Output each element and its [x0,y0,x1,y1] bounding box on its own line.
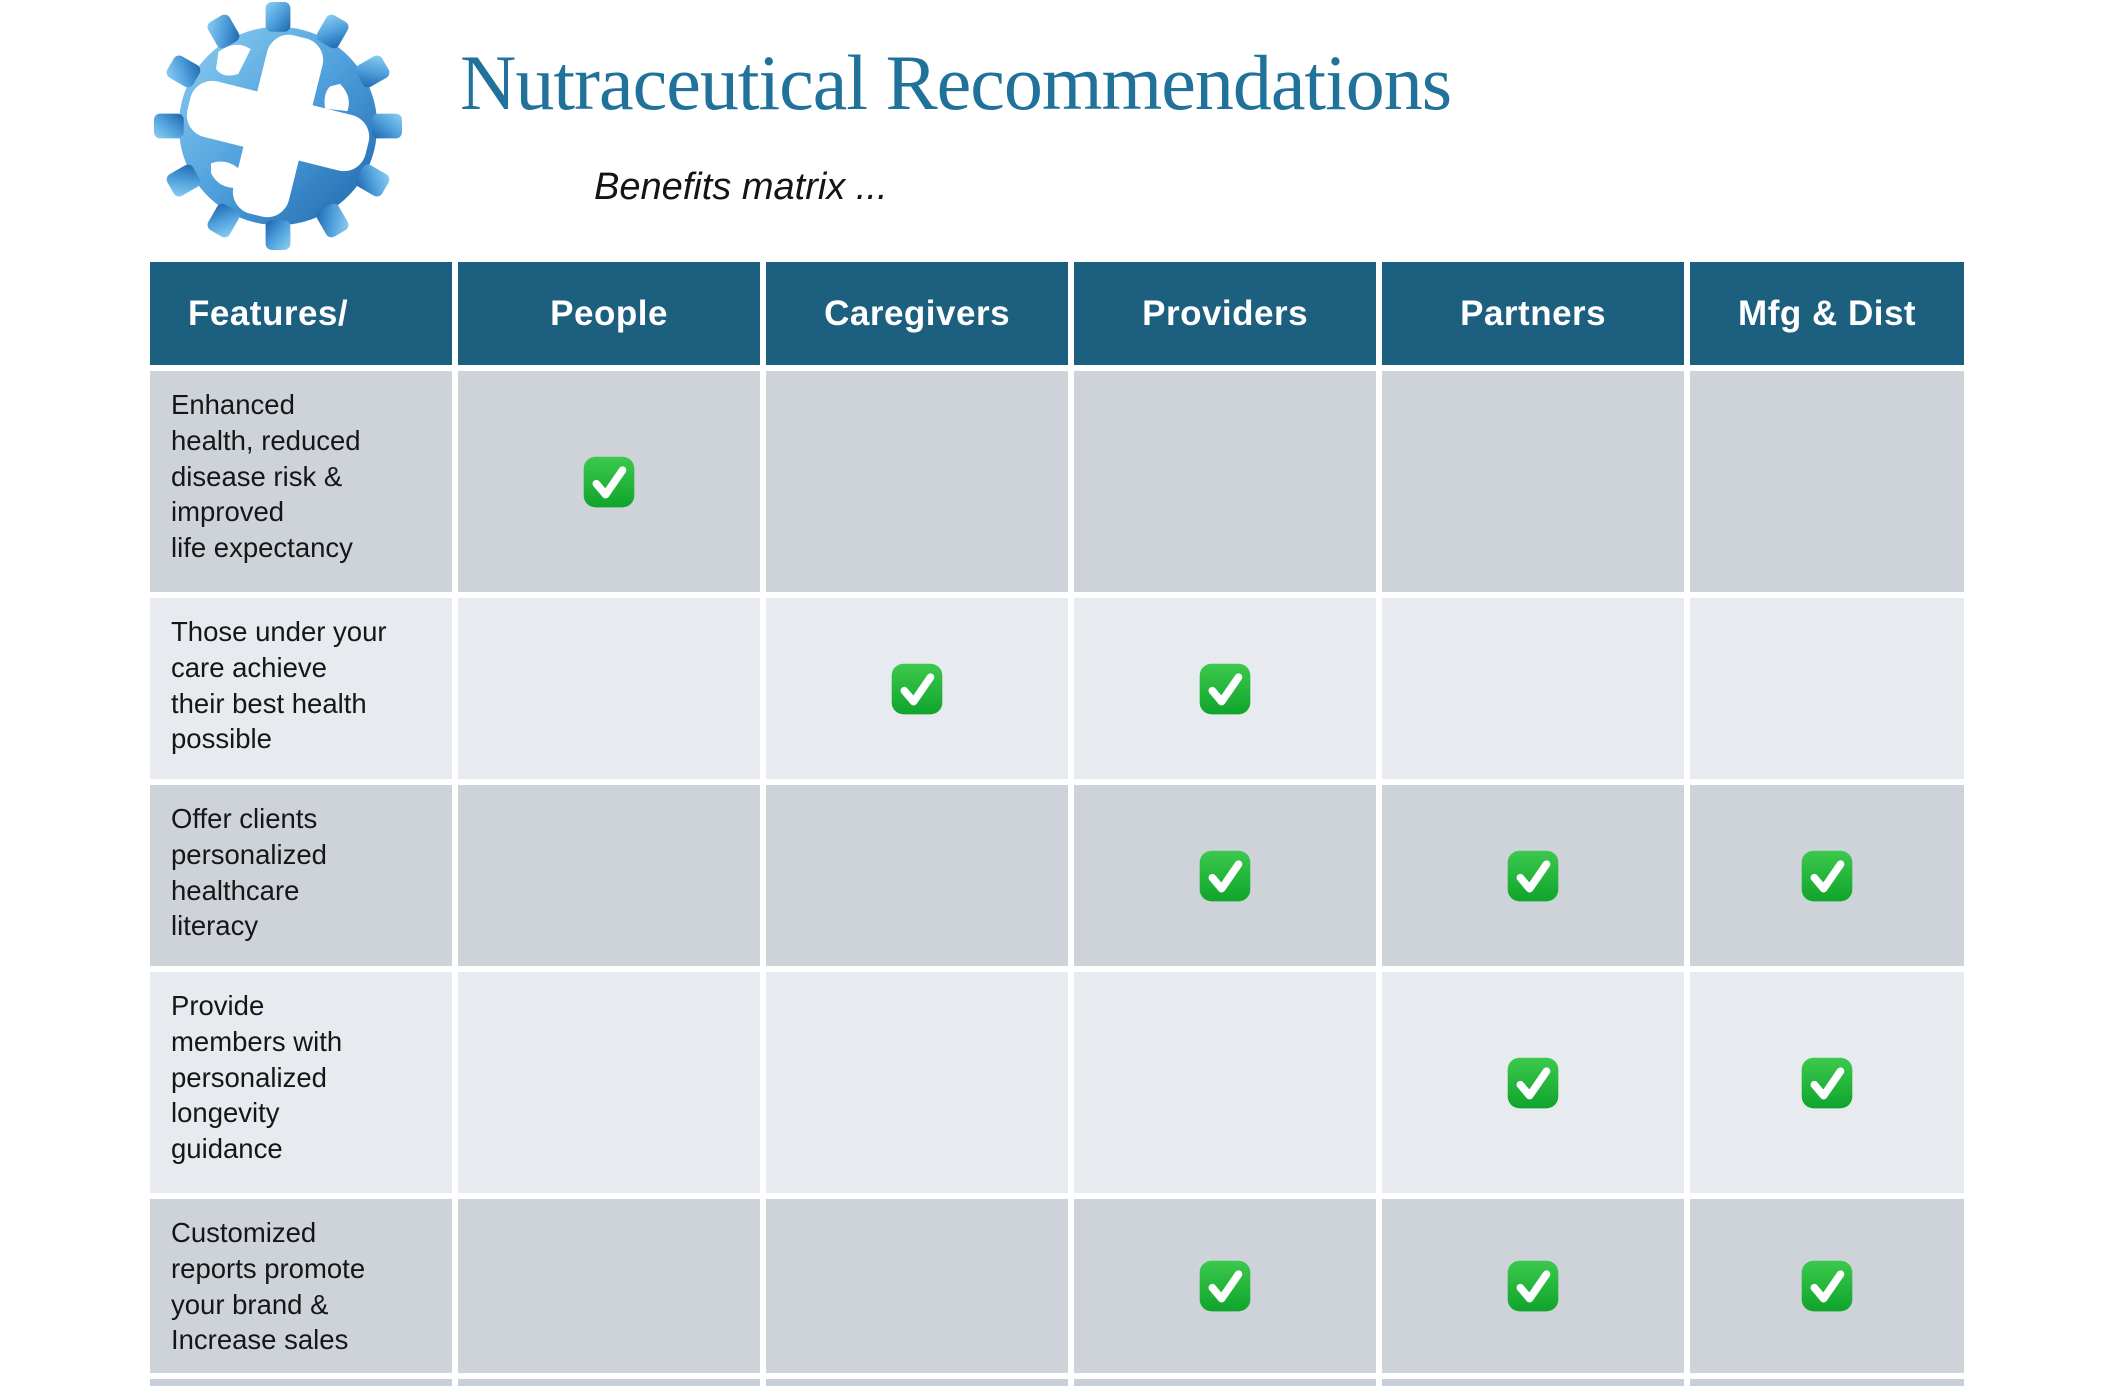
check-cell-partners [1382,785,1685,966]
check-cell-partners [1382,1199,1685,1373]
check-mark-icon [1801,1260,1853,1312]
check-cell-providers [1074,972,1377,1193]
check-cell-providers [1074,1199,1377,1373]
page-title: Nutraceutical Recommendations [460,39,1452,126]
check-cell-mfg-dist [1690,371,1964,592]
clipped-next-row-cell [766,1379,1069,1386]
check-cell-caregivers [766,785,1069,966]
check-mark-icon [1199,1260,1251,1312]
check-mark-icon [1507,1057,1559,1108]
clipped-next-row-cell [458,1379,761,1386]
clipped-next-row-cell [1690,1379,1964,1386]
column-header-providers: Providers [1074,262,1377,365]
feature-cell: Provide members with personalized longev… [150,972,453,1193]
check-cell-caregivers [766,598,1069,779]
clipped-next-row-cell [150,1379,453,1386]
check-cell-people [458,371,761,592]
check-cell-mfg-dist [1690,1199,1964,1373]
check-mark-icon [1801,1057,1853,1108]
check-mark-icon [1199,663,1251,714]
column-header-features: Features/ [150,262,453,365]
check-cell-people [458,972,761,1193]
feature-cell: Enhanced health, reduced disease risk & … [150,371,453,592]
check-cell-people [458,1199,761,1373]
check-cell-providers [1074,371,1377,592]
column-header-caregivers: Caregivers [766,262,1069,365]
check-cell-people [458,598,761,779]
check-cell-providers [1074,598,1377,779]
benefits-matrix-table: Features/People Caregivers Providers Partne… [150,262,1964,1386]
check-cell-caregivers [766,1199,1069,1373]
check-mark-icon [1801,850,1853,901]
gear-cross-logo-icon [154,2,402,250]
clipped-next-row-cell [1382,1379,1685,1386]
check-cell-caregivers [766,972,1069,1193]
check-cell-partners [1382,598,1685,779]
check-cell-mfg-dist [1690,972,1964,1193]
check-mark-icon [1507,1260,1559,1312]
check-cell-mfg-dist [1690,598,1964,779]
feature-cell: Those under your care achieve their best… [150,598,453,779]
check-mark-icon [583,456,635,507]
check-cell-providers [1074,785,1377,966]
check-mark-icon [1507,850,1559,901]
page-subtitle: Benefits matrix ... [594,166,888,208]
feature-cell: Offer clients personalized healthcare li… [150,785,453,966]
check-cell-partners [1382,371,1685,592]
column-header-partners: Partners [1382,262,1685,365]
check-mark-icon [891,663,943,714]
feature-cell: Customized reports promote your brand & … [150,1199,453,1373]
check-cell-mfg-dist [1690,785,1964,966]
column-header-people: People [458,262,761,365]
check-mark-icon [1199,850,1251,901]
check-cell-partners [1382,972,1685,1193]
column-header-mfg-dist: Mfg & Dist [1690,262,1964,365]
clipped-next-row-cell [1074,1379,1377,1386]
check-cell-caregivers [766,371,1069,592]
check-cell-people [458,785,761,966]
